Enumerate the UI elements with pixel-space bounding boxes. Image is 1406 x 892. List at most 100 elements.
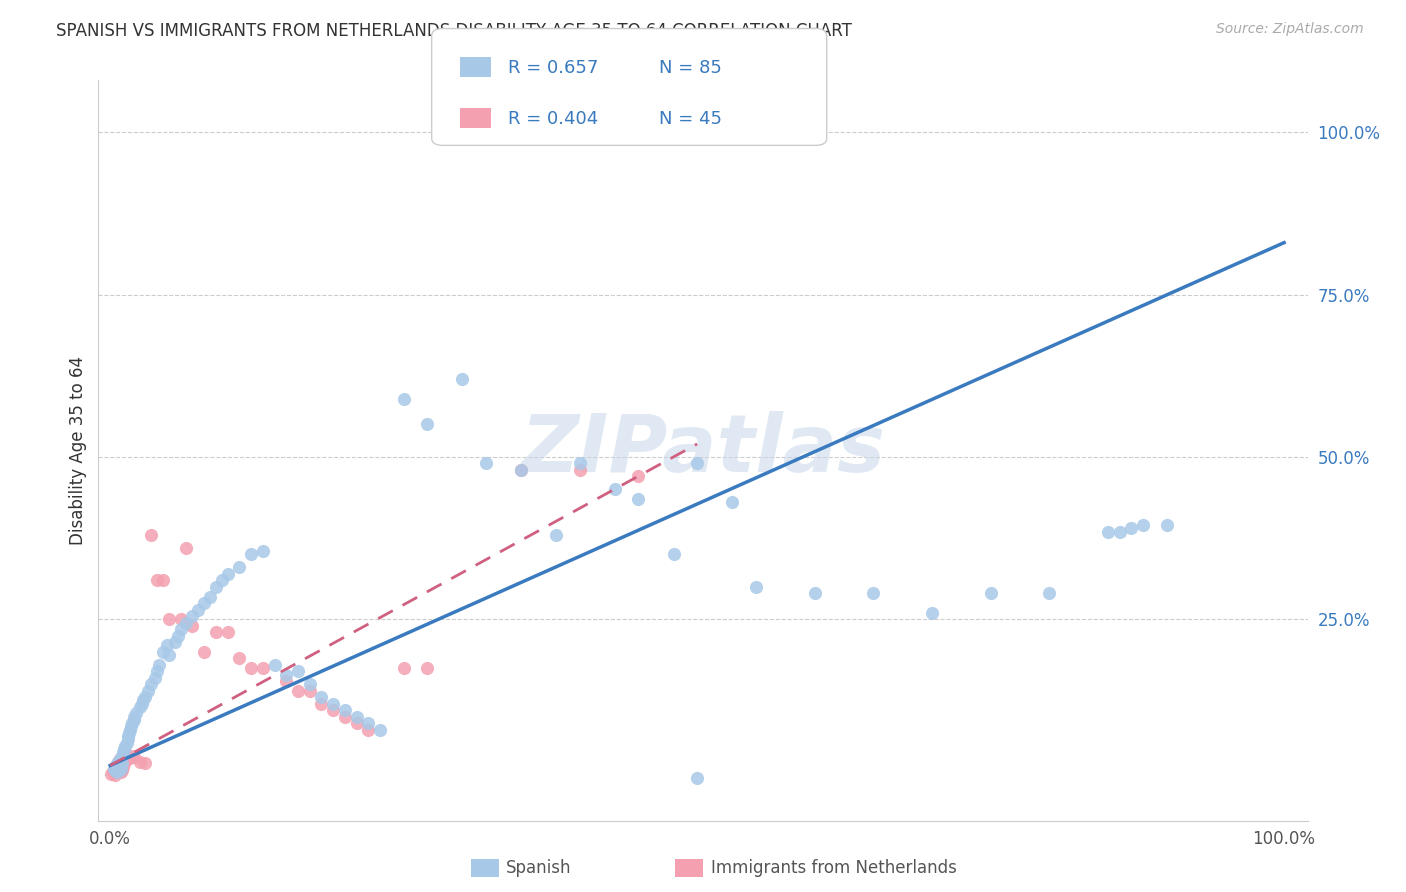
Point bbox=[134, 690, 156, 705]
Point bbox=[627, 492, 650, 507]
Text: N = 45: N = 45 bbox=[659, 110, 723, 128]
Point bbox=[686, 772, 709, 786]
Point bbox=[114, 739, 136, 753]
Point bbox=[1038, 586, 1060, 600]
Point bbox=[105, 764, 128, 779]
Text: N = 85: N = 85 bbox=[659, 59, 723, 77]
Point bbox=[862, 586, 884, 600]
Point bbox=[322, 697, 344, 711]
Point bbox=[176, 541, 198, 555]
Point bbox=[152, 645, 174, 659]
Point bbox=[276, 667, 298, 681]
Point bbox=[128, 755, 150, 769]
Point bbox=[155, 638, 177, 652]
Point bbox=[1108, 524, 1130, 539]
Point bbox=[169, 622, 191, 636]
Point bbox=[211, 574, 233, 588]
Point bbox=[240, 547, 263, 561]
Point bbox=[204, 625, 226, 640]
Point bbox=[803, 586, 825, 600]
Text: SPANISH VS IMMIGRANTS FROM NETHERLANDS DISABILITY AGE 35 TO 64 CORRELATION CHART: SPANISH VS IMMIGRANTS FROM NETHERLANDS D… bbox=[56, 22, 852, 40]
Point bbox=[112, 756, 135, 771]
Point bbox=[392, 392, 415, 406]
Point bbox=[276, 673, 298, 688]
Point bbox=[193, 645, 215, 659]
Point bbox=[1097, 524, 1119, 539]
Point bbox=[298, 683, 321, 698]
Point bbox=[416, 417, 439, 432]
Point bbox=[105, 760, 128, 774]
Point bbox=[322, 703, 344, 717]
Point bbox=[134, 756, 156, 771]
Point bbox=[627, 469, 650, 483]
Point bbox=[120, 719, 142, 733]
Point bbox=[1121, 521, 1143, 535]
Point bbox=[546, 528, 568, 542]
Point bbox=[117, 732, 139, 747]
Point bbox=[141, 677, 163, 691]
Point bbox=[1156, 518, 1178, 533]
Text: R = 0.404: R = 0.404 bbox=[508, 110, 598, 128]
Point bbox=[333, 710, 356, 724]
Point bbox=[146, 574, 169, 588]
Text: Spanish: Spanish bbox=[506, 859, 572, 877]
Point bbox=[163, 635, 186, 649]
Point bbox=[112, 760, 135, 774]
Point bbox=[721, 495, 744, 509]
Point bbox=[105, 758, 128, 772]
Point bbox=[108, 752, 131, 766]
Point bbox=[662, 547, 685, 561]
Point bbox=[112, 742, 135, 756]
Point bbox=[357, 723, 380, 737]
Point bbox=[141, 528, 163, 542]
Point bbox=[115, 750, 138, 764]
Point bbox=[217, 566, 239, 581]
Point bbox=[122, 710, 145, 724]
Text: ZIPatlas: ZIPatlas bbox=[520, 411, 886, 490]
Point bbox=[686, 457, 709, 471]
Point bbox=[136, 683, 159, 698]
Point bbox=[111, 756, 134, 771]
Point bbox=[193, 596, 215, 610]
Point bbox=[980, 586, 1002, 600]
Point bbox=[107, 755, 129, 769]
Point bbox=[107, 763, 129, 777]
Point bbox=[122, 713, 145, 727]
Point bbox=[115, 736, 138, 750]
Text: R = 0.657: R = 0.657 bbox=[508, 59, 598, 77]
Point bbox=[252, 661, 274, 675]
Point bbox=[120, 723, 142, 737]
Point bbox=[122, 750, 145, 764]
Point bbox=[198, 590, 221, 604]
Point bbox=[117, 752, 139, 766]
Text: Immigrants from Netherlands: Immigrants from Netherlands bbox=[711, 859, 957, 877]
Point bbox=[103, 763, 125, 777]
Point bbox=[104, 763, 127, 777]
Point bbox=[131, 697, 153, 711]
Point bbox=[252, 544, 274, 558]
Point bbox=[181, 609, 204, 624]
Point bbox=[107, 755, 129, 769]
Point bbox=[346, 710, 368, 724]
Point bbox=[110, 764, 132, 779]
Point bbox=[346, 716, 368, 731]
Point bbox=[101, 764, 124, 779]
Point bbox=[451, 372, 474, 386]
Point bbox=[118, 726, 141, 740]
Y-axis label: Disability Age 35 to 64: Disability Age 35 to 64 bbox=[69, 356, 87, 545]
Point bbox=[1132, 518, 1154, 533]
Point bbox=[392, 661, 415, 675]
Point bbox=[120, 748, 142, 763]
Point bbox=[100, 767, 122, 781]
Point bbox=[167, 629, 190, 643]
Point bbox=[240, 661, 263, 675]
Point bbox=[128, 700, 150, 714]
Point bbox=[105, 760, 128, 774]
Point bbox=[111, 748, 134, 763]
Point bbox=[416, 661, 439, 675]
Point bbox=[152, 574, 174, 588]
Point bbox=[114, 754, 136, 768]
Point bbox=[121, 716, 143, 731]
Point bbox=[204, 580, 226, 594]
Point bbox=[157, 648, 180, 662]
